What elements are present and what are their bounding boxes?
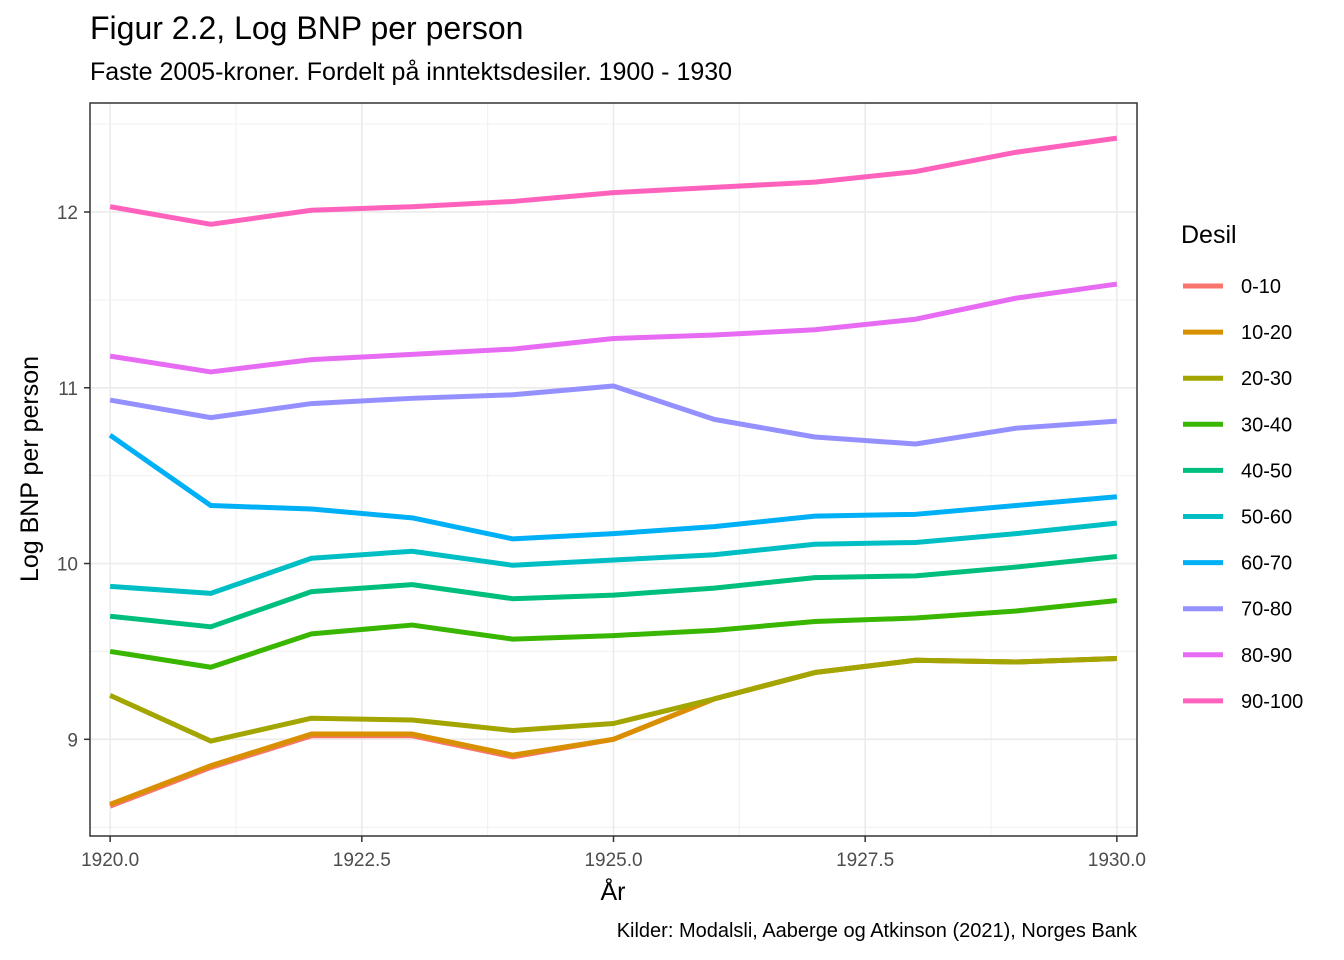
- y-tick-label: 10: [57, 555, 78, 576]
- legend-label-10-20: 10-20: [1241, 322, 1292, 344]
- x-tick-label: 1922.5: [333, 850, 391, 871]
- chart-subtitle: Faste 2005-kroner. Fordelt på inntektsde…: [90, 58, 733, 86]
- y-tick-label: 9: [67, 730, 78, 751]
- axes: 1920.0 1922.5 1925.0 1927.5 1930.0 9 10 11 12: [57, 203, 1146, 871]
- x-tick-label: 1920.0: [81, 850, 139, 871]
- legend-label-70-80: 70-80: [1241, 599, 1292, 621]
- series-line-70-80: [109, 383, 1118, 447]
- legend-label-0-10: 0-10: [1241, 276, 1281, 298]
- x-tick-label: 1930.0: [1088, 850, 1146, 871]
- legend-label-20-30: 20-30: [1241, 368, 1292, 390]
- y-tick-label: 11: [58, 379, 78, 400]
- legend: Desil 0-10 10-20 20-30 30-40 40-50 50-60 60-70…: [1181, 221, 1303, 713]
- series-line-20-30: [109, 655, 1117, 744]
- grid-lines: [90, 103, 1137, 836]
- series-line-90-100: [109, 135, 1118, 227]
- x-axis-title: År: [601, 876, 626, 906]
- x-tick-label: 1927.5: [836, 850, 894, 871]
- legend-label-30-40: 30-40: [1241, 414, 1292, 436]
- series-line-50-60: [109, 520, 1118, 596]
- legend-label-50-60: 50-60: [1241, 507, 1292, 529]
- series-line-60-70: [108, 433, 1118, 542]
- source-caption: Kilder: Modalsli, Aaberge og Atkinson (2…: [616, 920, 1137, 942]
- series-lines: [108, 135, 1118, 809]
- series-line-40-50: [109, 554, 1118, 630]
- legend-label-60-70: 60-70: [1241, 553, 1292, 575]
- legend-label-90-100: 90-100: [1241, 691, 1303, 713]
- chart-title: Figur 2.2, Log BNP per person: [90, 10, 524, 46]
- x-tick-label: 1925.0: [584, 850, 642, 871]
- legend-title: Desil: [1181, 221, 1237, 249]
- y-tick-label: 12: [57, 203, 78, 224]
- y-axis-title: Log BNP per person: [16, 356, 44, 582]
- legend-label-80-90: 80-90: [1241, 645, 1292, 667]
- series-line-80-90: [109, 281, 1118, 375]
- legend-label-40-50: 40-50: [1241, 460, 1292, 482]
- series-line-30-40: [109, 597, 1118, 670]
